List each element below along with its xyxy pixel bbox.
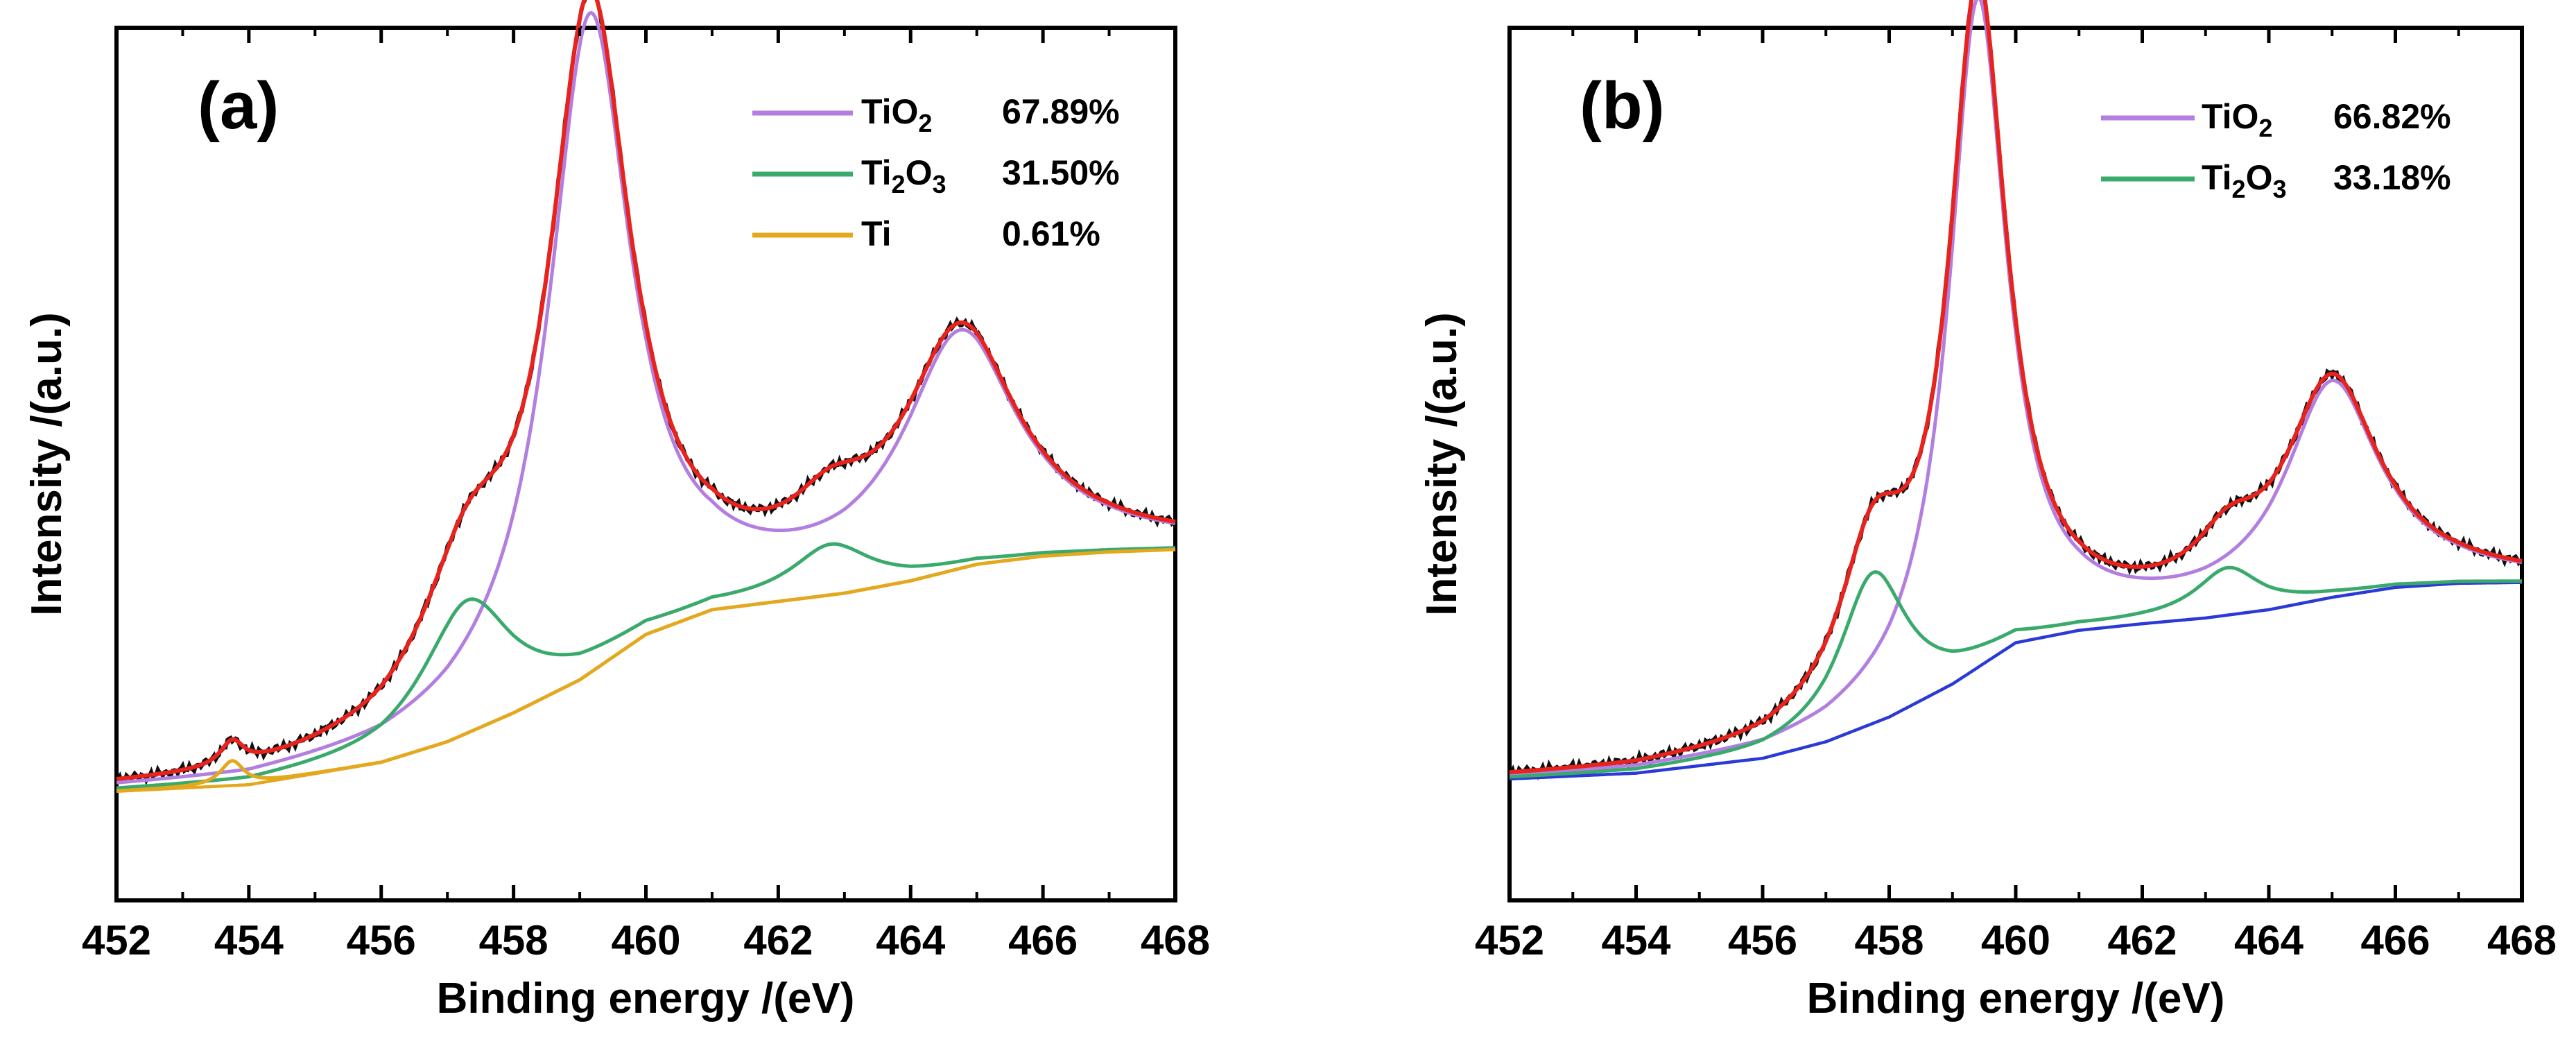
x-tick-label: 464 — [876, 917, 946, 964]
legend-percent: 33.18% — [2333, 158, 2451, 197]
legend-entry-tio2: TiO2 66.82% — [2101, 97, 2451, 142]
x-tick-label: 456 — [1728, 917, 1797, 964]
x-tick-label: 458 — [1854, 917, 1924, 964]
chart-panel-a: 452 454 456 458 460 462 464 466 468 (a) TiO2 67.8… — [23, 0, 1210, 1022]
y-axis-title: Intensity /(a.u.) — [23, 312, 71, 615]
x-tick-label: 458 — [479, 917, 548, 964]
legend-entry-ti2o3: Ti2O3 31.50% — [752, 153, 1120, 198]
legend-label: TiO2 — [2202, 97, 2272, 142]
x-tick-label: 466 — [2360, 917, 2430, 964]
x-axis-title: Binding energy /(eV) — [437, 975, 855, 1022]
legend-label: Ti2O3 — [2202, 158, 2287, 203]
component-curve-ti2o3 — [1509, 565, 2522, 779]
fit-envelope-curve — [116, 0, 1176, 781]
legend-percent: 31.50% — [1002, 153, 1120, 192]
background-curve — [116, 547, 1176, 794]
component-curve-tio2 — [116, 10, 1176, 785]
component-curve-ti — [116, 547, 1176, 793]
legend-entry-ti: Ti 0.61% — [752, 214, 1100, 253]
x-tick-label: 462 — [2107, 917, 2177, 964]
x-tick-label: 456 — [347, 917, 416, 964]
panel-label: (a) — [198, 69, 279, 143]
x-tick-label: 454 — [1601, 917, 1671, 964]
x-tick-label: 454 — [214, 917, 284, 964]
panel-label: (b) — [1580, 69, 1665, 143]
x-tick-label: 466 — [1008, 917, 1078, 964]
x-tick-label: 460 — [1981, 917, 2050, 964]
x-tick-label: 464 — [2234, 917, 2304, 964]
x-tick-label: 468 — [1141, 917, 1210, 964]
x-tick-label: 460 — [611, 917, 680, 964]
legend-label: Ti — [861, 214, 892, 253]
chart-panel-b: 452 454 456 458 460 462 464 466 468 (b) TiO2 66.8… — [1418, 0, 2557, 1022]
y-axis-title: Intensity /(a.u.) — [1418, 312, 1466, 615]
x-tick-label: 452 — [82, 917, 151, 964]
x-tick-label: 452 — [1475, 917, 1544, 964]
x-tick-label: 468 — [2487, 917, 2557, 964]
legend-entry-ti2o3: Ti2O3 33.18% — [2101, 158, 2451, 203]
background-curve — [1509, 581, 2522, 781]
legend-percent: 67.89% — [1002, 92, 1120, 131]
x-axis-title: Binding energy /(eV) — [1807, 975, 2225, 1022]
legend-label: Ti2O3 — [861, 153, 946, 198]
legend-percent: 66.82% — [2333, 97, 2451, 136]
legend-percent: 0.61% — [1002, 214, 1100, 253]
legend-entry-tio2: TiO2 67.89% — [752, 92, 1120, 137]
fit-envelope-curve — [1509, 0, 2523, 775]
legend-label: TiO2 — [861, 92, 932, 137]
x-tick-label: 462 — [743, 917, 813, 964]
component-curve-ti2o3 — [116, 542, 1175, 790]
